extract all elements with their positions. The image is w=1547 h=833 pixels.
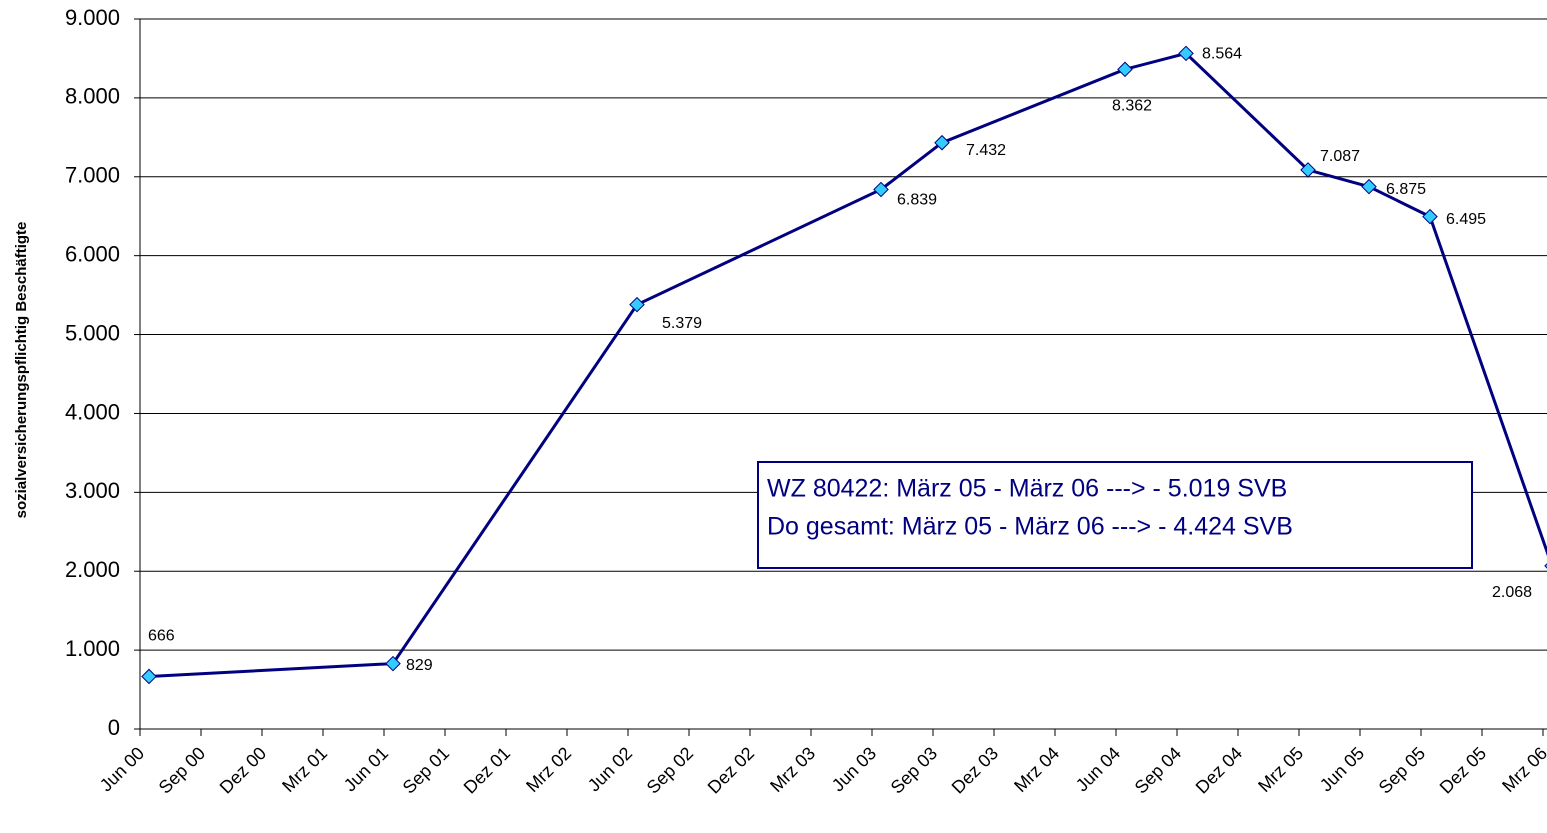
marker (1422, 208, 1438, 225)
marker (873, 181, 889, 198)
x-tick-label: Jun 03 (828, 743, 880, 795)
x-tick-label: Jun 00 (96, 743, 148, 795)
x-tick-label: Dez 01 (460, 743, 514, 797)
marker (141, 668, 157, 685)
data-label: 7.087 (1320, 148, 1360, 165)
x-tick-label: Dez 05 (1436, 743, 1490, 797)
x-tick-label: Sep 04 (1131, 743, 1185, 797)
y-axis-label: sozialversicherungspflichtig Beschäftigt… (13, 222, 30, 519)
marker (934, 134, 950, 151)
x-tick-label: Sep 00 (155, 743, 209, 797)
y-tick-label: 4.000 (65, 399, 120, 424)
data-label: 6.495 (1446, 211, 1486, 228)
data-label: 7.432 (966, 142, 1006, 159)
x-tick-label: Mrz 05 (1254, 743, 1307, 796)
marker (1178, 45, 1194, 62)
x-tick-label: Sep 05 (1375, 743, 1429, 797)
x-tick-label: Sep 01 (399, 743, 453, 797)
data-label: 2.068 (1492, 584, 1532, 601)
y-tick-label: 6.000 (65, 241, 120, 266)
annotation-text: Do gesamt: März 05 - März 06 ---> - 4.42… (767, 513, 1293, 541)
x-tick-label: Mrz 02 (522, 743, 575, 796)
marker (1300, 162, 1316, 178)
marker (385, 655, 401, 672)
x-tick-label: Sep 02 (643, 743, 697, 797)
x-tick-label: Dez 03 (948, 743, 1002, 797)
x-tick-label: Mrz 03 (766, 743, 819, 796)
annotation-box (757, 461, 1473, 569)
marker (629, 296, 645, 313)
x-tick-label: Mrz 01 (278, 743, 331, 796)
y-tick-label: 7.000 (65, 163, 120, 188)
y-tick-label: 9.000 (65, 5, 120, 30)
y-tick-label: 3.000 (65, 478, 120, 503)
data-label: 829 (406, 657, 433, 674)
y-tick-label: 1.000 (65, 636, 120, 661)
x-tick-label: Dez 00 (216, 743, 270, 797)
data-label: 666 (148, 628, 175, 645)
data-label: 8.564 (1202, 46, 1242, 63)
annotation: WZ 80422: März 05 - März 06 ---> - 5.019… (757, 461, 1473, 569)
data-label: 6.875 (1386, 181, 1426, 198)
data-label: 5.379 (662, 315, 702, 332)
x-tick-label: Jun 02 (584, 743, 636, 795)
y-tick-label: 5.000 (65, 320, 120, 345)
annotation-text: WZ 80422: März 05 - März 06 ---> - 5.019… (767, 475, 1287, 503)
x-tick-label: Sep 03 (887, 743, 941, 797)
y-tick-label: 0 (108, 715, 120, 740)
y-tick-label: 2.000 (65, 557, 120, 582)
marker (1117, 61, 1133, 78)
x-tick-label: Dez 02 (704, 743, 758, 797)
x-tick-label: Dez 04 (1192, 743, 1246, 797)
line (148, 51, 1547, 678)
x-tick-label: Jun 05 (1316, 743, 1368, 795)
data-label: 8.362 (1112, 98, 1152, 115)
marker (1361, 178, 1377, 195)
x-tick-label: Jun 01 (340, 743, 392, 795)
x-tick-label: Mrz 04 (1010, 743, 1063, 796)
x-tick-label: Mrz 06 (1498, 743, 1547, 796)
x-tick-label: Jun 04 (1072, 743, 1124, 795)
data-label: 6.839 (897, 192, 937, 209)
y-tick-label: 8.000 (65, 84, 120, 109)
